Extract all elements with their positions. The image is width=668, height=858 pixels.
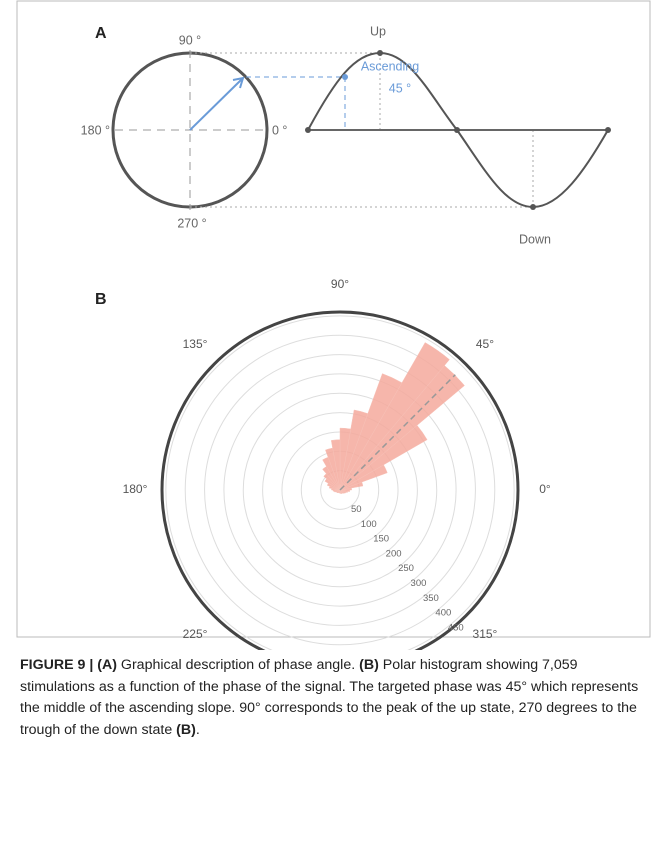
outer-circle: [160, 310, 520, 650]
r-tick-label: 250: [398, 563, 414, 574]
theta-tick-label: 45°: [476, 337, 494, 351]
histogram-bar: [339, 427, 352, 491]
r-tick-label: 350: [423, 593, 439, 604]
theta-tick-label: 0°: [539, 482, 551, 496]
caption-text: Polar histogram showing 7,059 stimulatio…: [20, 657, 639, 738]
angle-label: 90 °: [179, 33, 201, 47]
r-tick-label: 400: [435, 608, 451, 619]
arrow-head: [232, 76, 245, 89]
caption-text: (B): [176, 721, 196, 738]
panel-a: [111, 50, 611, 210]
grid-ring: [204, 354, 476, 626]
angle-label: 0 °: [272, 123, 287, 137]
grid-ring: [223, 373, 457, 607]
r-tick-label: 450: [448, 623, 464, 634]
histogram-bar: [339, 489, 350, 492]
histogram-bar: [339, 373, 403, 491]
theta-tick-label: 315°: [473, 627, 498, 641]
theta-tick-label: 135°: [183, 337, 208, 351]
panel-a-labels: A 90 ° 180 ° 0 ° 270 ° Ascending 45 ° Up…: [81, 24, 551, 246]
phase-arrow: [189, 78, 243, 131]
histogram-bar: [331, 488, 341, 491]
panel-label: A: [95, 25, 107, 42]
r-tick-label: 100: [361, 519, 377, 530]
caption-text: FIGURE 9 | (A): [20, 657, 117, 673]
figure: A 90 ° 180 ° 0 ° 270 ° Ascending 45 ° Up…: [16, 0, 651, 650]
angle-label: 180 °: [81, 123, 110, 137]
caption: FIGURE 9 | (A) Graphical description of …: [20, 655, 650, 741]
ascending-angle: 45 °: [389, 81, 411, 95]
grid-ring: [242, 392, 438, 588]
grid-ring: [262, 412, 418, 568]
up-label: Up: [370, 24, 386, 38]
point: [377, 50, 383, 56]
r-tick-label: 200: [386, 548, 402, 559]
theta-tick-label: 180°: [123, 482, 148, 496]
down-label: Down: [519, 232, 551, 246]
ascending-label: Ascending: [361, 59, 419, 73]
histogram-bar: [326, 482, 341, 491]
point: [605, 127, 611, 133]
caption-text: .: [195, 721, 200, 738]
histogram-bar: [339, 342, 450, 491]
histogram-bar: [324, 478, 341, 491]
point: [454, 127, 460, 133]
point: [305, 127, 311, 133]
theta-tick-label: 225°: [183, 627, 208, 641]
caption-text: Graphical description of phase angle.: [116, 657, 360, 673]
point: [530, 204, 536, 210]
theta-tick-label: 90°: [331, 277, 349, 291]
r-tick-label: 300: [411, 578, 427, 589]
histogram-bar: [323, 473, 341, 491]
angle-label: 270 °: [177, 216, 206, 230]
point: [342, 74, 348, 80]
figure-frame: [16, 0, 651, 638]
grid-ring: [184, 334, 496, 646]
histogram-bar: [339, 409, 369, 491]
panel-label: B: [95, 291, 107, 308]
histogram-bar: [322, 456, 341, 491]
histogram-bar: [329, 485, 341, 491]
histogram-bar: [322, 466, 341, 491]
target-line: [339, 374, 456, 491]
caption-text: (B): [359, 657, 379, 673]
polar-histogram: 5010015020025030035040045090°45°0°315°27…: [123, 277, 551, 650]
r-tick-label: 50: [351, 504, 362, 515]
r-tick-label: 150: [373, 534, 389, 545]
grid-ring: [165, 315, 515, 650]
